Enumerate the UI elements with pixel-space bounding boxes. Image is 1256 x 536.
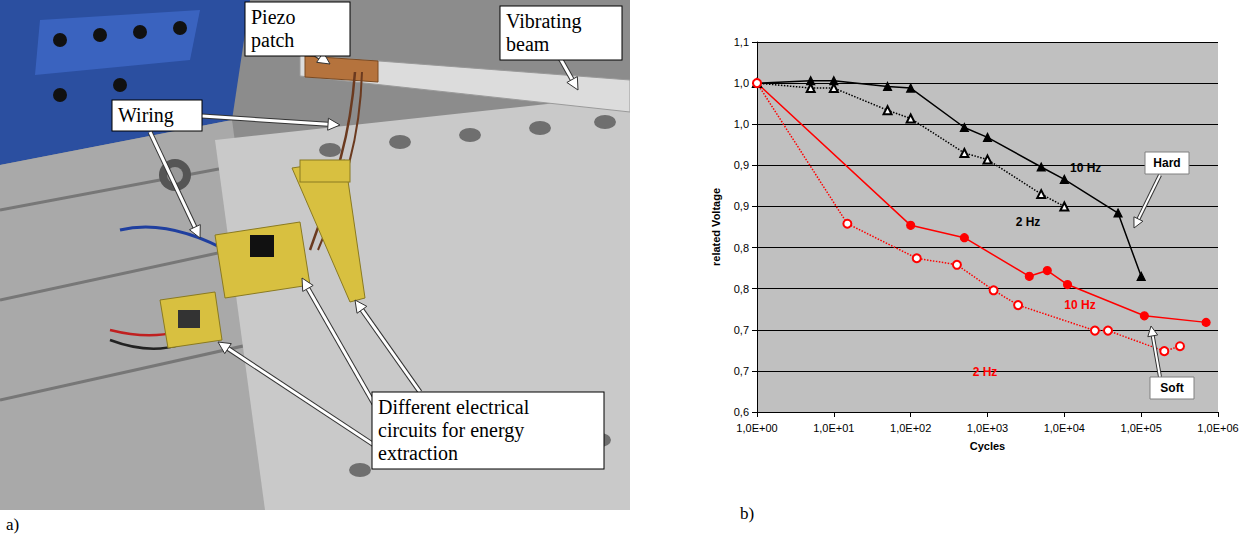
svg-text:Wiring: Wiring [118,104,174,127]
svg-text:10 Hz: 10 Hz [1070,161,1101,175]
svg-text:Cycles: Cycles [970,440,1005,452]
svg-text:Different electrical: Different electrical [378,396,530,418]
svg-text:1,0E+02: 1,0E+02 [890,422,931,434]
svg-text:1,0E+05: 1,0E+05 [1121,422,1162,434]
svg-text:b): b) [740,504,754,523]
svg-text:1,0E+06: 1,0E+06 [1197,422,1238,434]
svg-text:1,0E+04: 1,0E+04 [1044,422,1085,434]
svg-text:10 Hz: 10 Hz [1064,298,1095,312]
svg-text:Vibrating: Vibrating [506,10,581,33]
svg-text:0,9: 0,9 [734,159,749,171]
svg-text:Soft: Soft [1160,381,1183,395]
svg-text:extraction: extraction [378,442,458,464]
svg-text:Piezo: Piezo [251,6,295,28]
svg-text:0,9: 0,9 [734,200,749,212]
svg-text:0,8: 0,8 [734,283,749,295]
svg-text:1,0: 1,0 [734,118,749,130]
svg-text:0,8: 0,8 [734,242,749,254]
svg-text:1,0E+00: 1,0E+00 [736,422,777,434]
svg-text:patch: patch [251,29,294,52]
svg-text:1,0E+01: 1,0E+01 [813,422,854,434]
svg-text:2 Hz: 2 Hz [1016,215,1041,229]
svg-text:related Voltage: related Voltage [710,188,722,266]
svg-text:1,0E+03: 1,0E+03 [967,422,1008,434]
svg-text:1,0: 1,0 [734,77,749,89]
svg-text:1,1: 1,1 [734,36,749,48]
svg-text:circuits for energy: circuits for energy [378,419,524,442]
svg-text:0,7: 0,7 [734,365,749,377]
svg-text:beam: beam [506,33,550,55]
svg-text:2 Hz: 2 Hz [973,365,998,379]
svg-text:0,7: 0,7 [734,324,749,336]
svg-text:Hard: Hard [1153,156,1180,170]
svg-text:0,6: 0,6 [734,406,749,418]
svg-text:a): a) [6,515,19,534]
